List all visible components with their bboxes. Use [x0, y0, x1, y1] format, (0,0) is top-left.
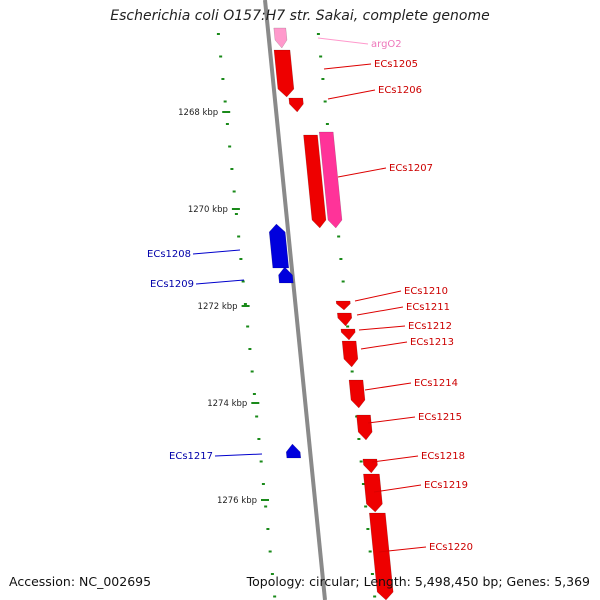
label-leader-line: [371, 455, 419, 463]
gene-arrow-ecs1211: [337, 312, 353, 327]
label-leader-line: [360, 341, 408, 350]
map-title: Escherichia coli O157:H7 str. Sakai, com…: [110, 8, 490, 24]
gene-label-ecs1205[interactable]: ECs1205: [374, 59, 418, 70]
gene-label-ecs1217[interactable]: ECs1217: [169, 451, 213, 462]
rna-gene-arrow: [318, 131, 343, 229]
label-leader-line: [354, 290, 402, 302]
gene-label-ecs1214[interactable]: ECs1214: [414, 378, 458, 389]
gene-arrow-ecs1206: [288, 97, 304, 113]
gene-label-ecs1212[interactable]: ECs1212: [408, 321, 452, 332]
tick-label: 1272 kbp: [198, 302, 238, 312]
gene-label-ecs1210[interactable]: ECs1210: [404, 286, 448, 297]
gene-label-ecs1219[interactable]: ECs1219: [424, 480, 468, 491]
gene-arrow-argo2: [273, 27, 288, 49]
gene-arrow-ecs1212: [340, 328, 356, 341]
label-leader-line: [195, 279, 245, 285]
gene-arrow-ecs1207: [303, 134, 327, 229]
gene-arrow-ecs1215: [356, 414, 373, 441]
label-leader-line: [192, 249, 241, 255]
gene-arrow-ecs1214: [348, 379, 366, 409]
tick-label: 1270 kbp: [188, 205, 228, 215]
label-leader-line: [378, 546, 427, 553]
backbone-line: [263, 0, 327, 600]
label-leader-line: [337, 167, 387, 178]
label-leader-line: [364, 382, 412, 391]
gene-label-ecs1209[interactable]: ECs1209: [150, 279, 194, 290]
gene-label-ecs1218[interactable]: ECs1218: [421, 451, 465, 462]
label-leader-line: [327, 89, 376, 100]
gene-arrow-ecs1218: [362, 458, 378, 474]
gene-arrow-ecs1205: [273, 49, 295, 98]
gene-arrow-ecs1220: [369, 512, 394, 600]
gene-label-ecs1220[interactable]: ECs1220: [429, 542, 473, 553]
gene-label-ecs1213[interactable]: ECs1213: [410, 337, 454, 348]
gene-arrow-ecs1213: [341, 340, 359, 368]
gene-label-ecs1207[interactable]: ECs1207: [389, 163, 433, 174]
gene-arrow-ecs1208: [268, 223, 290, 269]
tick-label: 1268 kbp: [178, 108, 218, 118]
label-leader-line: [358, 325, 406, 331]
label-leader-line: [323, 63, 372, 70]
gene-arrow-ecs1210: [335, 300, 351, 311]
gene-label-ecs1206[interactable]: ECs1206: [378, 85, 422, 96]
gene-arrow-ecs1219: [363, 473, 383, 513]
accession-text: Accession: NC_002695: [9, 574, 152, 589]
gene-label-argo2[interactable]: argO2: [371, 39, 402, 50]
gene-labels: argO2 ECs1205 ECs1206 ECs1207 ECs1208 ECs1209…: [147, 37, 473, 553]
label-leader-line: [367, 416, 416, 424]
gene-label-ecs1211[interactable]: ECs1211: [406, 302, 450, 313]
gene-features: [268, 27, 394, 600]
gene-arrow-ecs1217: [285, 443, 302, 459]
gene-label-ecs1208[interactable]: ECs1208: [147, 249, 191, 260]
gene-label-ecs1215[interactable]: ECs1215: [418, 412, 462, 423]
genome-backbone: [263, 0, 327, 600]
tick-label: 1274 kbp: [207, 399, 247, 409]
label-leader-line: [214, 453, 263, 457]
major-ticks: 1268 kbp 1270 kbp 1272 kbp 1274 kbp 1276 kbp: [178, 108, 269, 506]
label-leader-line: [356, 306, 404, 316]
label-leader-line: [373, 484, 422, 493]
label-leader-line: [317, 37, 369, 45]
genome-summary-text: Topology: circular; Length: 5,498,450 bp…: [246, 574, 590, 589]
gene-arrow-ecs1209: [278, 266, 294, 284]
tick-label: 1276 kbp: [217, 496, 257, 506]
